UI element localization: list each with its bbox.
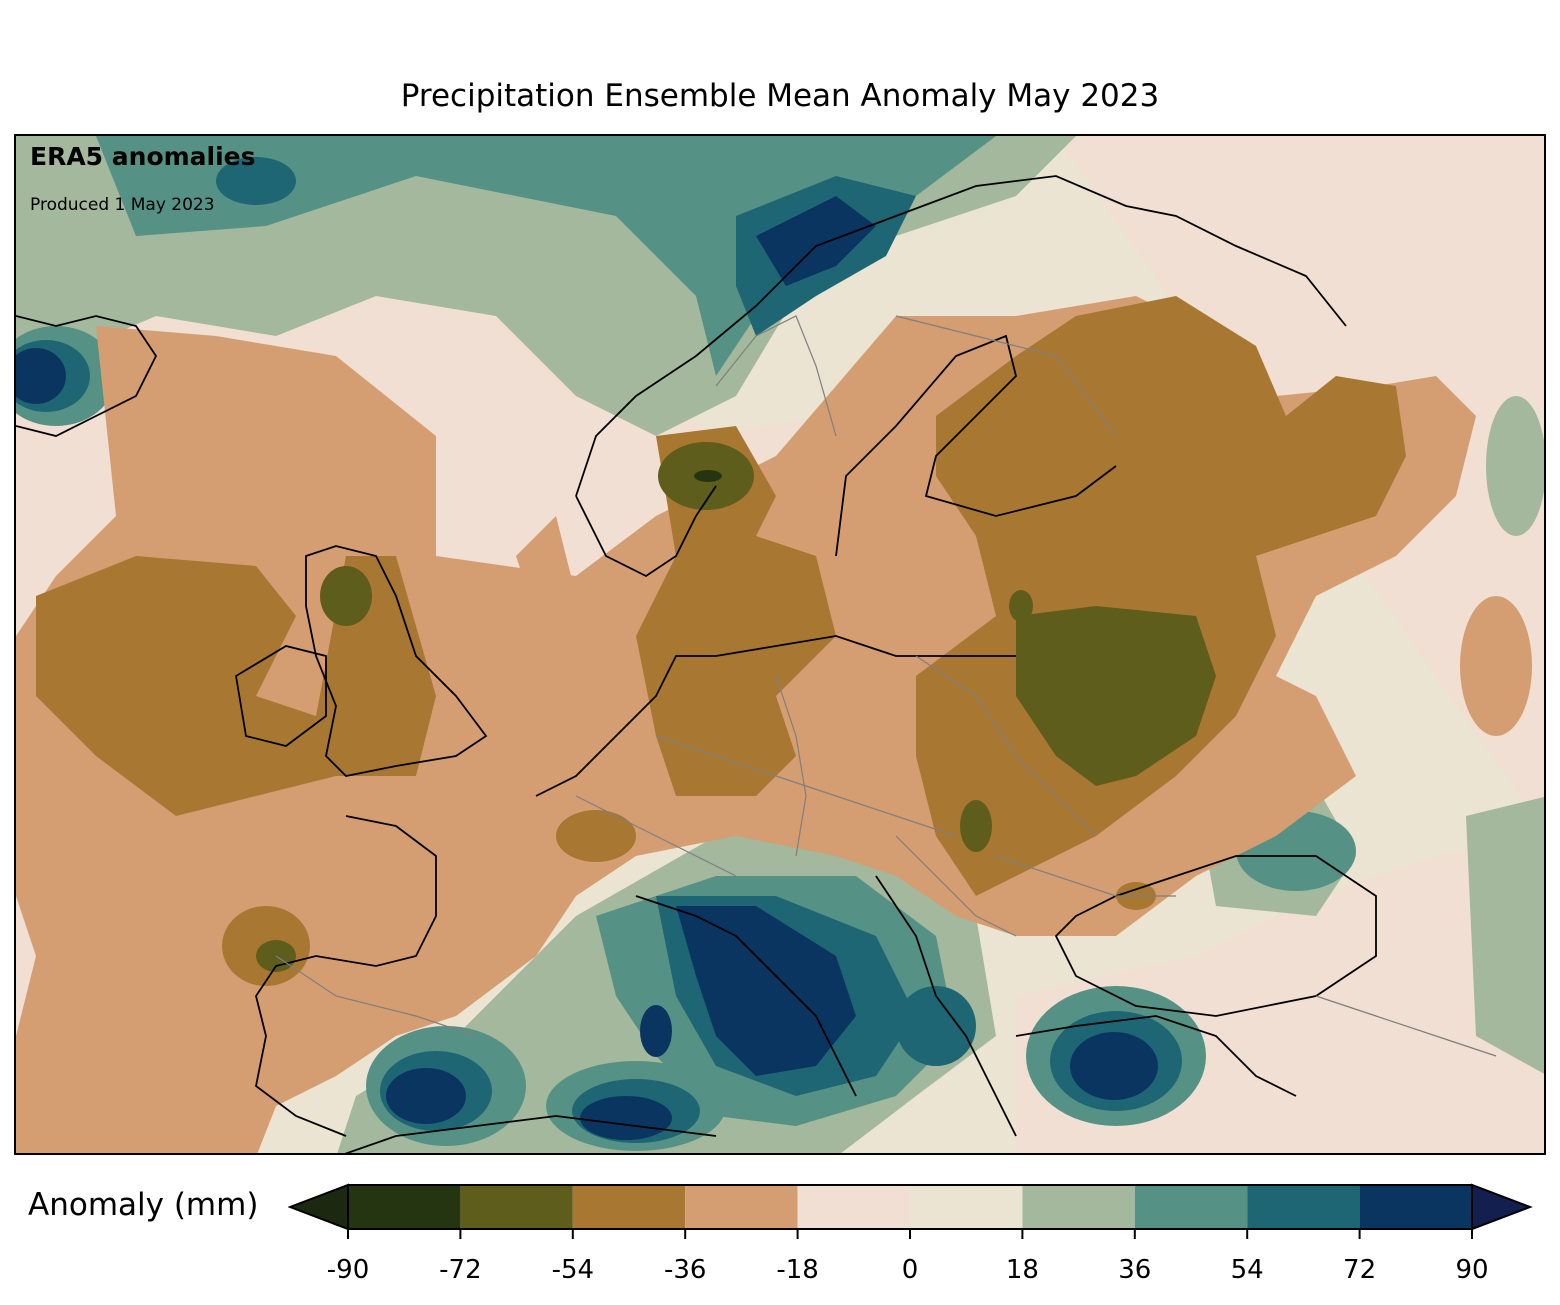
colorbar-tick-label: -90 [326, 1255, 370, 1285]
source-annotation: ERA5 anomalies [30, 142, 256, 171]
colorbar-extend-over [1471, 1183, 1533, 1231]
colorbar-bin [685, 1185, 798, 1229]
anomaly-map [16, 136, 1544, 1153]
colorbar-extend-under [288, 1183, 349, 1231]
anomaly-field-neg-54-72 [256, 442, 1216, 972]
colorbar-bin [572, 1185, 686, 1229]
anomaly-field-pos-72-90 [16, 196, 1158, 1140]
colorbar-bin [1359, 1185, 1472, 1229]
colorbar-bin [1134, 1185, 1248, 1229]
colorbar-tick-label: 90 [1455, 1255, 1489, 1285]
anomaly-field-neg-72-90 [694, 470, 722, 482]
colorbar-bin [460, 1185, 573, 1229]
map-panel [14, 134, 1546, 1155]
colorbar-bin [1022, 1185, 1135, 1229]
colorbar-tick-label: -18 [776, 1255, 819, 1285]
colorbar-bin [910, 1185, 1023, 1229]
colorbar-tick-label: -54 [551, 1255, 595, 1285]
colorbar-tick-label: 72 [1343, 1255, 1377, 1285]
colorbar-tick-label: -72 [439, 1255, 482, 1285]
country-borders [275, 315, 1497, 1057]
colorbar-tick-label: 0 [901, 1255, 919, 1285]
colorbar-tick-label: 36 [1118, 1255, 1152, 1285]
colorbar-bin [1247, 1185, 1360, 1229]
coastlines [16, 175, 1377, 1153]
chart-title: Precipitation Ensemble Mean Anomaly May … [400, 78, 1160, 114]
produced-annotation: Produced 1 May 2023 [30, 195, 215, 215]
colorbar-label: Anomaly (mm) [28, 1187, 259, 1223]
colorbar-bin [797, 1185, 910, 1229]
colorbar [288, 1183, 1533, 1239]
colorbar-bin [348, 1185, 461, 1229]
colorbar-tick-label: 54 [1230, 1255, 1264, 1285]
colorbar-tick-label: 18 [1005, 1255, 1039, 1285]
colorbar-tick-label: -36 [663, 1255, 707, 1285]
